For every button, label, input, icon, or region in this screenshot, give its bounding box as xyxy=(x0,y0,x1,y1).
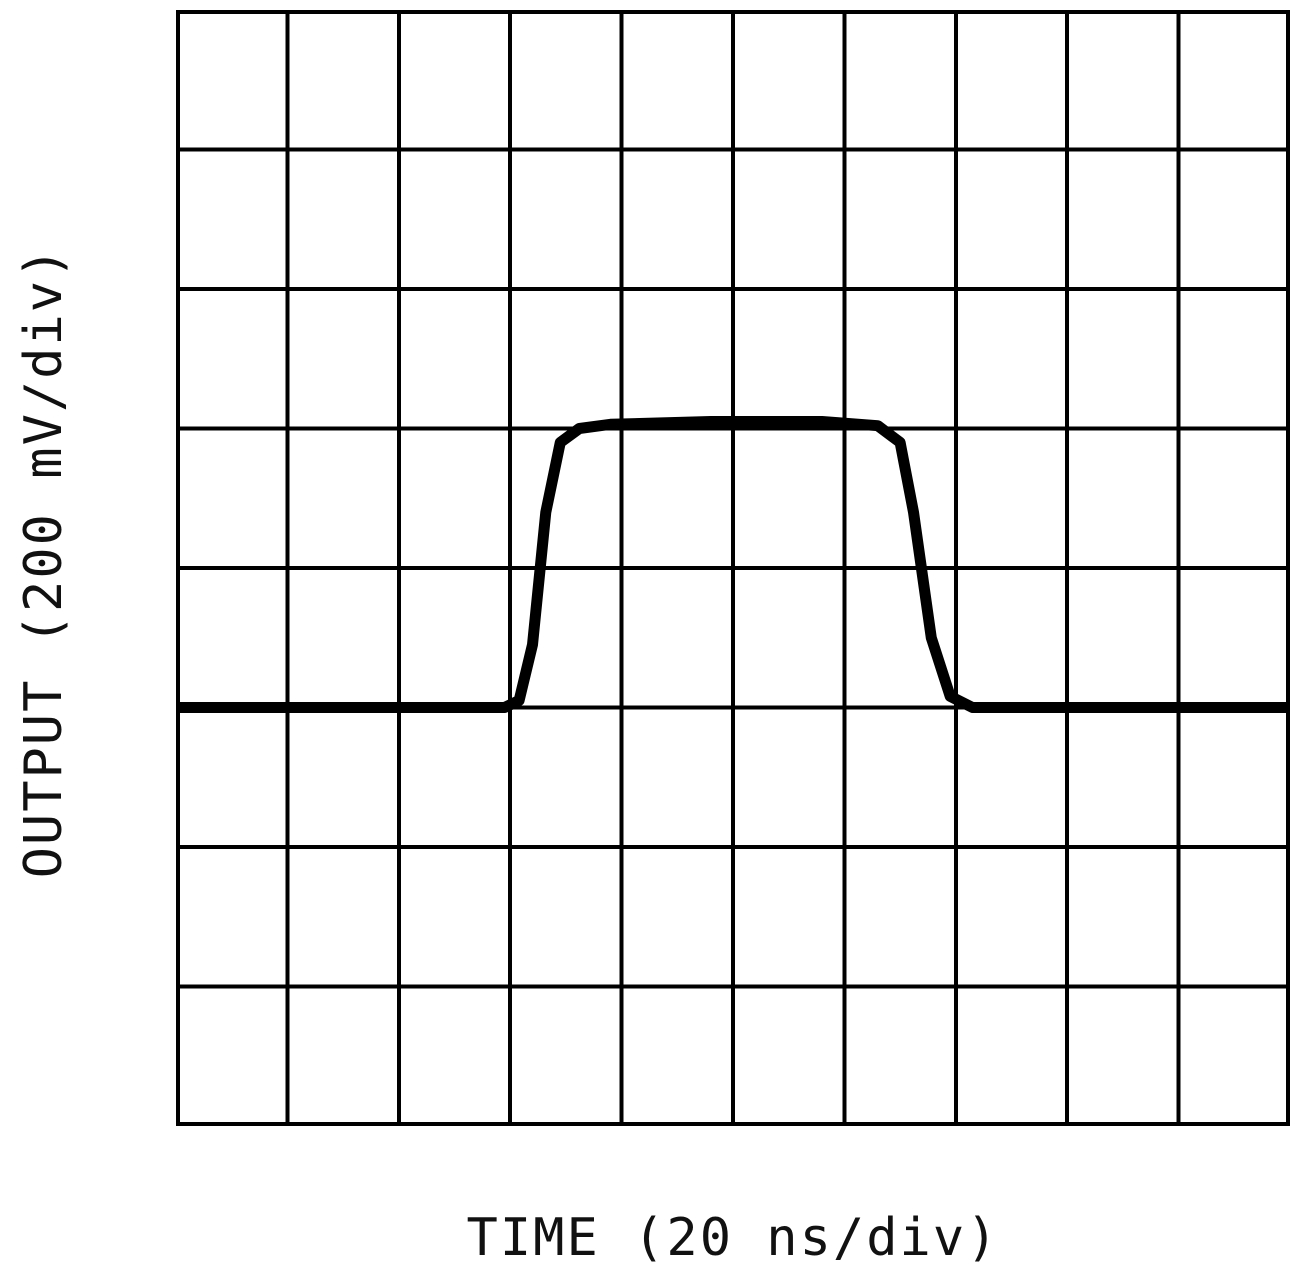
x-axis-label: TIME (20 ns/div) xyxy=(466,1208,1000,1268)
oscilloscope-grid-chart xyxy=(176,10,1290,1126)
waveform-trace xyxy=(176,416,1290,713)
plot-area xyxy=(176,10,1290,1126)
y-axis-label: OUTPUT (200 mV/div) xyxy=(14,245,74,879)
grid-lines xyxy=(176,10,1290,1126)
